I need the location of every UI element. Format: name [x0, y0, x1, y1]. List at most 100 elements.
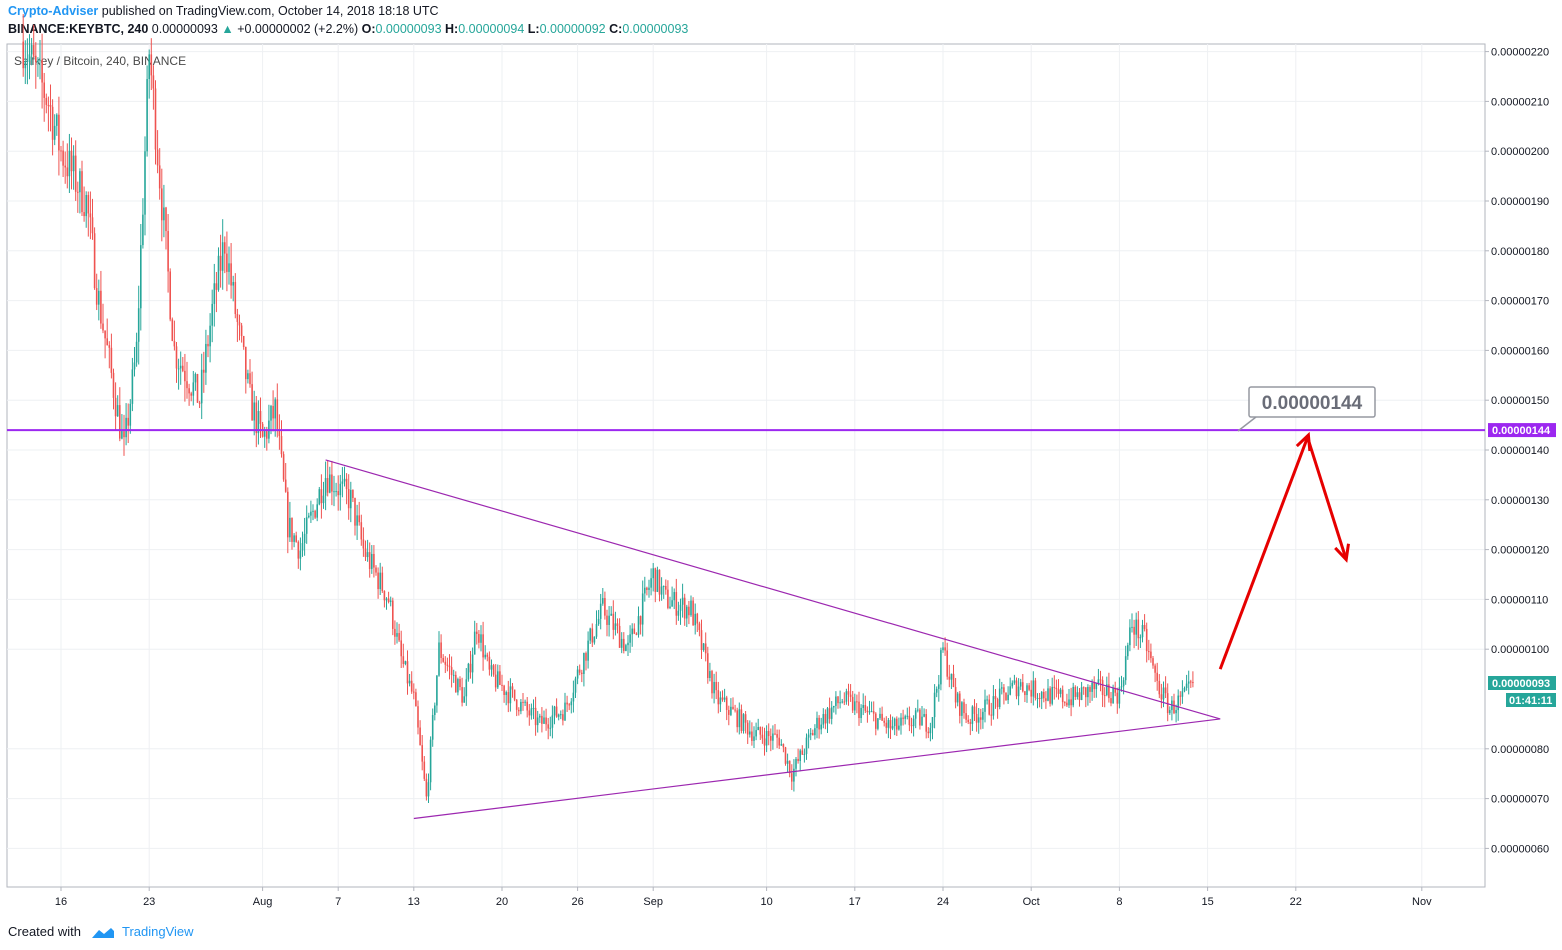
candle-down — [996, 697, 999, 719]
candle-body — [536, 717, 539, 726]
candle-down — [230, 243, 232, 299]
candle-body — [524, 701, 526, 703]
candle-down — [784, 746, 787, 766]
candle-up — [648, 579, 650, 598]
candle-body — [1192, 681, 1194, 684]
candle-up — [935, 686, 938, 698]
candle-body — [912, 718, 915, 727]
candle-body — [959, 693, 961, 716]
candle-body — [70, 150, 73, 172]
candle-body — [293, 535, 295, 542]
candle-body — [404, 661, 407, 664]
candle-down — [883, 717, 885, 727]
candle-body — [856, 701, 858, 703]
candle-body — [182, 365, 184, 371]
candle-body — [933, 692, 936, 718]
candle-down — [1116, 687, 1119, 714]
candle-body — [276, 399, 279, 430]
candle-down — [1148, 639, 1150, 661]
candle-body — [408, 680, 411, 684]
candle-body — [513, 689, 516, 700]
candle-down — [1164, 676, 1167, 699]
candle-body — [854, 701, 856, 711]
candle-body — [51, 106, 54, 140]
candle-body — [81, 171, 83, 213]
author-link[interactable]: Crypto-Adviser — [8, 4, 99, 18]
candle-up — [984, 689, 986, 723]
candle-body — [179, 365, 182, 369]
candle-body — [347, 489, 350, 509]
y-axis-tick-label: 0.00000220 — [1491, 47, 1549, 59]
candle-down — [896, 716, 898, 737]
candle-up — [644, 576, 646, 602]
candle-body — [654, 568, 657, 592]
candle-body — [858, 701, 860, 719]
forecast-arrow-shaft — [1306, 439, 1348, 561]
candle-up — [530, 703, 533, 720]
candle-body — [1055, 687, 1058, 690]
candle-body — [356, 515, 358, 526]
candle-body — [984, 699, 986, 712]
candle-body — [618, 625, 621, 648]
candle-down — [858, 691, 860, 726]
candle-down — [282, 451, 285, 482]
candle-up — [205, 329, 207, 385]
y-axis-tick-label: 0.00000180 — [1491, 246, 1549, 258]
candle-body — [707, 653, 709, 678]
candle-down — [93, 227, 96, 290]
candle-down — [219, 234, 222, 288]
candle-body — [35, 55, 37, 63]
candle-up — [891, 716, 894, 731]
candle-body — [908, 715, 911, 726]
candle-down — [186, 361, 188, 399]
candle-body — [125, 417, 127, 438]
candle-up — [133, 346, 136, 377]
candle-down — [770, 728, 772, 752]
candle-body — [249, 373, 251, 385]
candle-down — [331, 460, 333, 506]
candle-up — [572, 680, 575, 713]
candle-up — [686, 604, 688, 628]
tradingview-link[interactable]: TradingView — [122, 924, 194, 939]
candle-down — [667, 580, 669, 610]
candle-down — [1082, 686, 1085, 695]
candle-body — [1057, 689, 1060, 694]
candle-body — [1143, 624, 1146, 629]
candle-down — [156, 130, 159, 174]
candle-body — [209, 325, 211, 347]
candle-up — [98, 279, 100, 321]
candle-down — [406, 650, 409, 695]
candle-body — [381, 572, 384, 592]
candle-body — [1183, 688, 1186, 692]
candle-body — [587, 640, 589, 661]
candle-body — [749, 731, 751, 735]
candle-up — [627, 635, 629, 657]
candle-down — [736, 707, 738, 733]
candle-up — [339, 474, 342, 511]
candle-body — [566, 702, 568, 705]
candle-body — [425, 778, 428, 797]
tradingview-logo-icon[interactable] — [91, 926, 115, 940]
candle-down — [337, 475, 339, 511]
candle-down — [1110, 692, 1112, 707]
candle-body — [335, 491, 337, 493]
candle-body — [387, 598, 390, 602]
candle-body — [826, 708, 829, 724]
y-axis-tick-label: 0.00000100 — [1491, 644, 1549, 656]
candle-body — [469, 663, 472, 673]
candle-body — [192, 382, 195, 396]
x-axis-tick-label: 20 — [496, 896, 508, 908]
candle-body — [906, 715, 909, 717]
candle-body — [637, 616, 640, 635]
candle-down — [77, 181, 79, 213]
candle-body — [973, 706, 976, 714]
candle-body — [690, 600, 692, 616]
candle-down — [110, 333, 113, 379]
candle-up — [146, 65, 148, 157]
candle-up — [1141, 619, 1144, 643]
candle-body — [898, 725, 900, 730]
candle-up — [694, 603, 696, 635]
candle-body — [1101, 680, 1104, 695]
candle-body — [299, 550, 302, 559]
